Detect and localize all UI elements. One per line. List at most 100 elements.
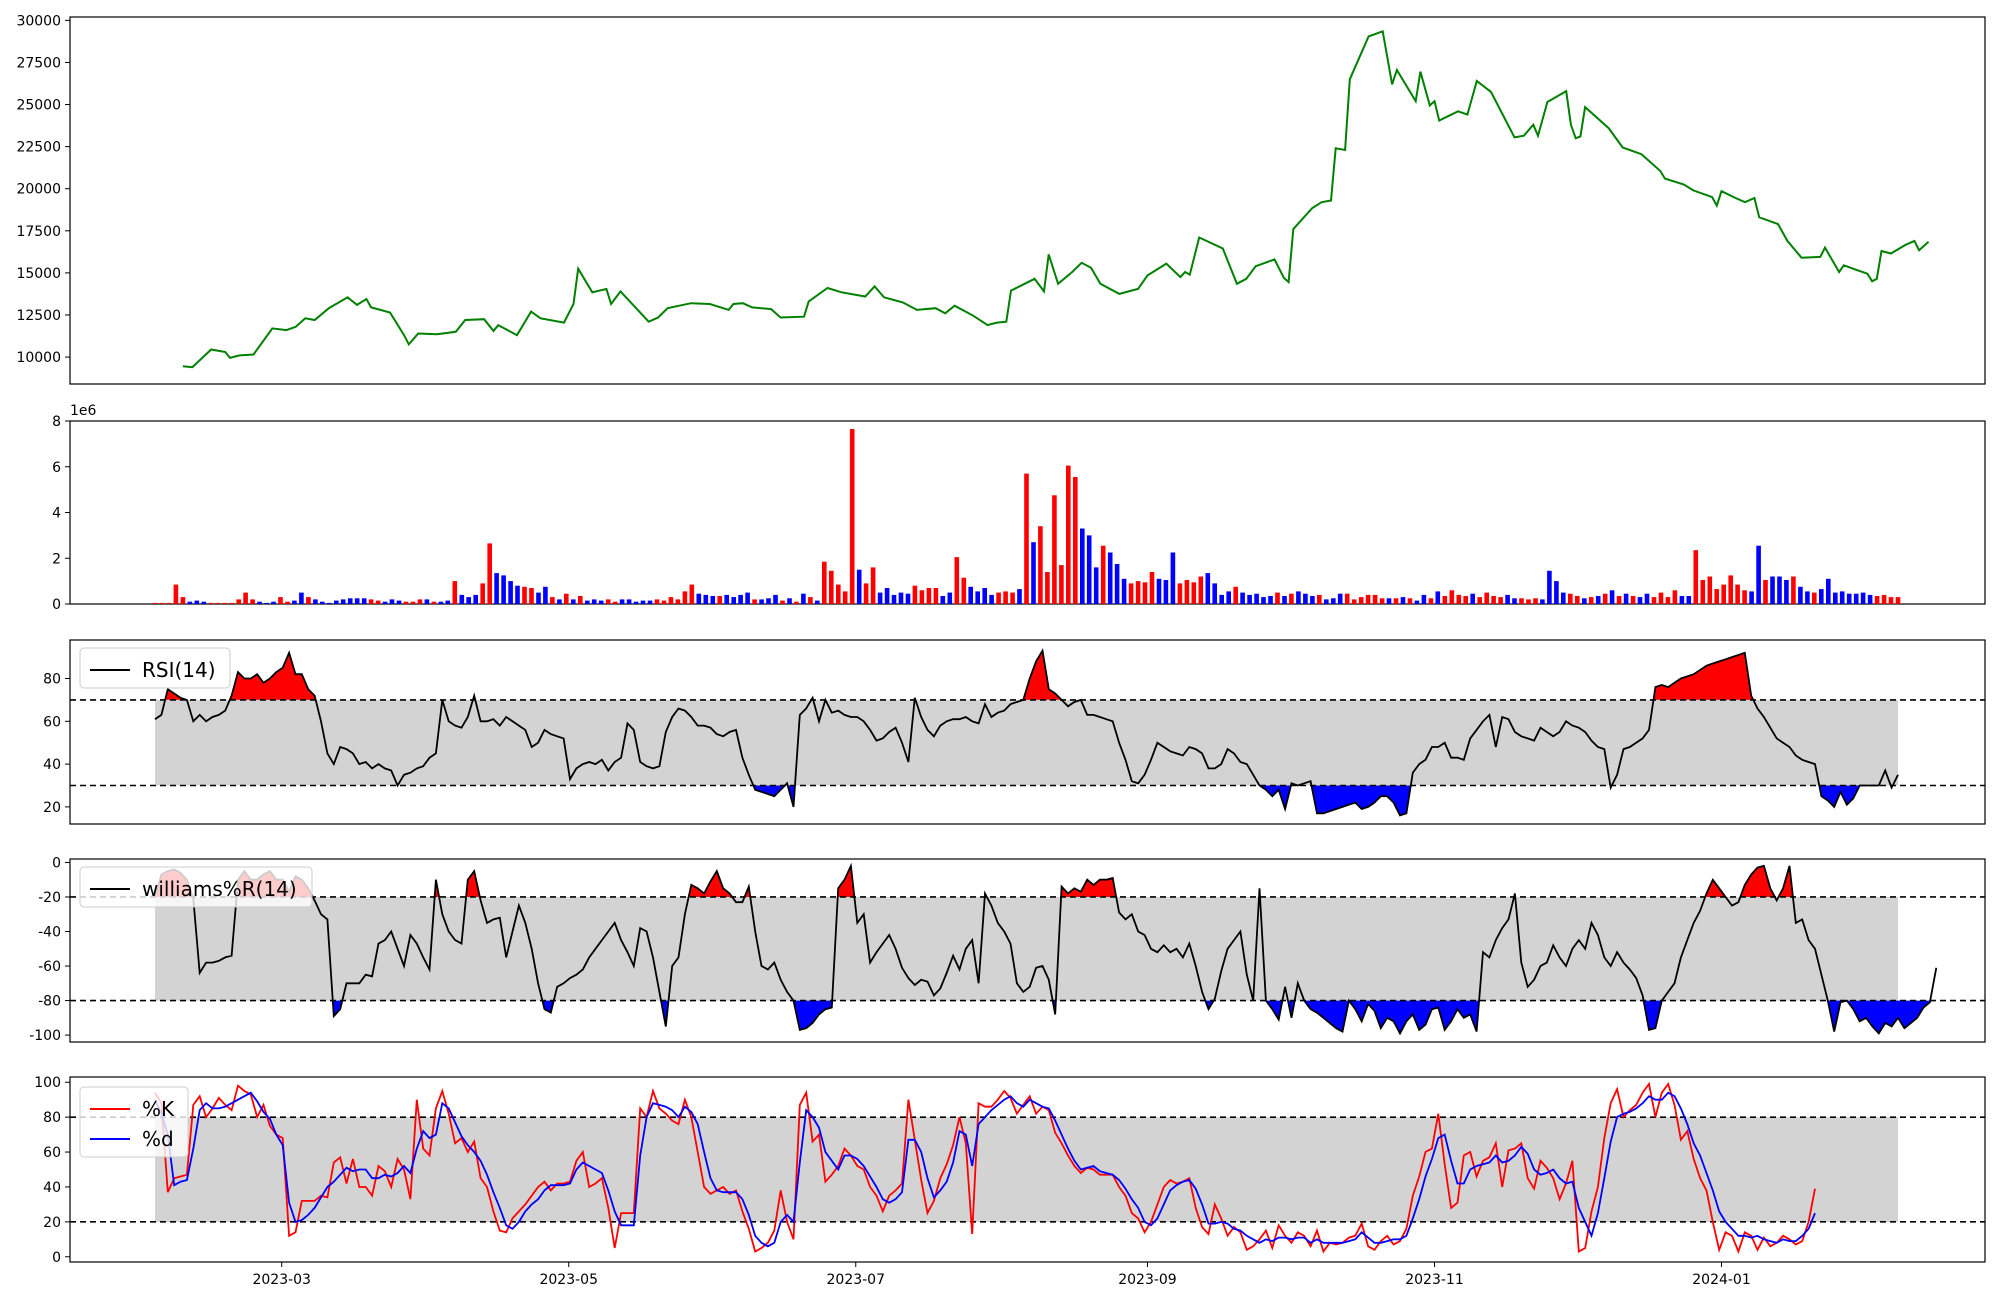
volume-bar [201,601,207,604]
williams-oversold-area [332,1000,343,1017]
price-frame [69,16,1986,385]
volume-bar [152,602,158,604]
volume-bar [396,600,402,604]
volume-bar [842,591,848,604]
volume-bar [745,592,750,604]
volume-bar [1177,583,1183,604]
williams-ytick-label: 0 [52,855,61,871]
williams-ytick-label: -80 [38,994,61,1010]
volume-bar [1874,596,1880,604]
volume-bar [1393,598,1399,604]
volume-bar [271,601,276,604]
volume-bar [264,602,269,604]
rsi-oversold-area [1311,785,1411,816]
volume-bar [1142,582,1148,604]
volume-bar [1351,599,1357,604]
volume-bar [1337,593,1343,604]
price-ytick-label: 10000 [16,350,61,366]
volume-bar [166,602,172,604]
volume-bar [536,592,541,604]
volume-bar [898,592,904,604]
volume-bar [340,599,346,604]
volume-bar [1024,473,1029,604]
volume-bar [1372,594,1378,604]
volume-bar [424,599,430,604]
volume-bar [194,600,200,604]
volume-bar [459,594,465,604]
volume-bar [996,592,1001,604]
volume-bar [884,588,890,604]
volume-bar [773,594,778,604]
volume-bar [508,581,513,604]
volume-bar [975,591,980,604]
volume-ytick-label: 2 [52,551,61,567]
volume-bar [292,600,297,604]
volume-bar [1735,584,1740,604]
volume-bar [1059,565,1064,604]
volume-bar [473,594,478,604]
price-ytick-label: 30000 [16,13,61,29]
volume-bar [1170,552,1176,604]
volume-bar [1512,598,1517,604]
x-tick-label: 2023-05 [539,1272,598,1288]
volume-bar [738,594,743,604]
volume-bar [187,601,193,604]
volume-bar [347,598,353,604]
volume-bar [703,594,709,604]
volume-bar [1742,590,1747,604]
volume-bar [1100,545,1106,604]
volume-bar [1763,580,1768,604]
volume-bar [445,600,451,604]
williams-overbought-area [837,865,855,897]
volume-bar [487,543,492,604]
volume-bar [1477,597,1482,604]
volume-bar [1686,596,1692,604]
volume-bar [550,597,555,604]
volume-bar [1895,597,1901,604]
rsi-panel: 20 40 60 80 RSI(14) [43,639,1986,825]
stoch-neutral-band [155,1117,1898,1222]
volume-bar [375,600,381,604]
volume-bar [1282,596,1287,604]
williams-ytick-label: -100 [29,1028,61,1044]
volume-bar [1714,589,1719,604]
volume-bar [1679,596,1685,604]
volume-bar [1198,576,1204,604]
volume-bar [1881,594,1887,604]
volume-bar [1505,594,1510,604]
volume-bar [1798,586,1803,604]
volume-bar [1038,526,1043,604]
volume-bar [1247,594,1252,604]
volume-bar [1442,596,1448,604]
x-tick-label: 2024-01 [1692,1272,1751,1288]
volume-bar [1121,578,1127,604]
volume-bar [1184,580,1190,604]
volume-bar [1191,582,1197,604]
volume-bar [696,593,702,604]
volume-bar [571,599,576,604]
volume-bar [1163,580,1169,604]
volume-bar [661,600,667,604]
volume-bar [1630,596,1636,604]
volume-bar [912,585,918,604]
volume-scale-label: 1e6 [70,403,97,419]
volume-bar [724,594,729,604]
volume-bar [313,599,318,604]
volume-bar [947,592,953,604]
price-ytick-label: 20000 [16,182,61,198]
volume-bar [208,602,214,604]
volume-bar [815,600,820,604]
volume-bar [1324,599,1329,604]
williams-oversold-area [1304,1000,1480,1034]
volume-bar [180,597,186,604]
volume-bar [1428,598,1434,604]
x-tick-label: 2023-03 [252,1272,311,1288]
volume-bar [1582,598,1587,604]
stoch-ytick-label: 20 [43,1215,61,1231]
volume-bar [1519,598,1524,604]
volume-bar [1561,592,1566,604]
rsi-ytick-label: 80 [43,672,61,688]
volume-bar [1114,564,1120,604]
volume-bar [1812,592,1817,604]
williams-oversold-area [793,1000,833,1030]
